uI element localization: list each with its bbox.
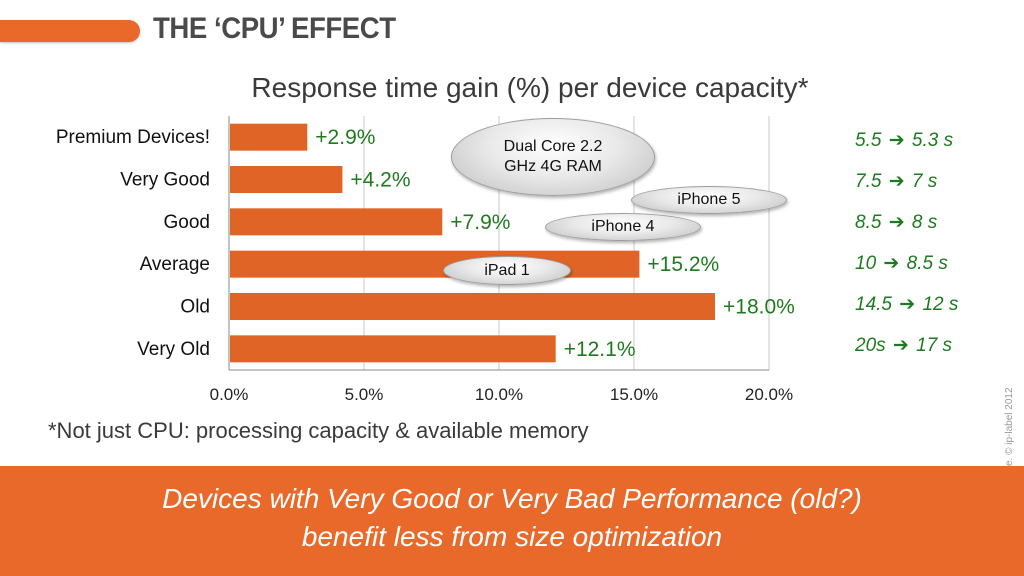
- category-label: Very Old: [137, 339, 210, 360]
- bar: [230, 208, 443, 236]
- response-time-from: 14.5: [855, 294, 892, 315]
- response-time-list: 5.5 ➔ 5.3 s 7.5 ➔ 7 s 8.5 ➔ 8 s 10 ➔ 8.5…: [855, 120, 1005, 360]
- annotation-dual-core-line-1: Dual Core 2.2: [503, 138, 603, 155]
- response-time-to: 8.5 s: [906, 253, 948, 274]
- x-tick-label: 5.0%: [345, 385, 384, 404]
- category-label: Good: [164, 212, 210, 233]
- response-time-old: 14.5 ➔ 12 s: [855, 293, 958, 323]
- banner-line-2: benefit less from size optimization: [301, 521, 723, 552]
- x-tick-label: 15.0%: [610, 385, 658, 404]
- response-time-from: 20s: [855, 335, 886, 356]
- response-time-from: 5.5: [855, 130, 882, 151]
- banner-line-1: Devices with Very Good or Very Bad Perfo…: [162, 483, 862, 514]
- data-label: +18.0%: [723, 296, 795, 319]
- annotation-ipad-1-label: iPad 1: [484, 261, 530, 279]
- response-time-from: 10: [855, 253, 877, 274]
- category-label: Old: [180, 297, 210, 318]
- category-label: Very Good: [120, 170, 210, 191]
- response-time-average: 10 ➔ 8.5 s: [855, 252, 948, 282]
- arrow-right-icon: ➔: [883, 253, 900, 274]
- data-label: +15.2%: [647, 253, 719, 276]
- annotation-dual-core-line-2: GHz 4G RAM: [504, 158, 602, 175]
- response-time-from: 7.5: [855, 171, 882, 192]
- bar-chart: 0.0% 5.0% 10.0% 15.0% 20.0% Premium Devices! +…: [56, 116, 795, 404]
- conclusion-banner: Devices with Very Good or Very Bad Perfo…: [0, 466, 1024, 576]
- response-time-good: 8.5 ➔ 8 s: [855, 211, 937, 241]
- slide-title: THE ‘CPU’ EFFECT: [153, 12, 396, 45]
- annotation-dual-core: Dual Core 2.2 GHz 4G RAM: [451, 118, 655, 196]
- bar: [230, 250, 640, 278]
- x-tick-label: 20.0%: [745, 385, 793, 404]
- response-time-to: 12 s: [922, 294, 959, 315]
- response-time-very-good: 7.5 ➔ 7 s: [855, 170, 937, 200]
- copyright-notice: e. © ip-label 2012: [1004, 387, 1015, 466]
- x-tick-label: 0.0%: [210, 385, 249, 404]
- x-tick-label: 10.0%: [475, 385, 523, 404]
- footnote: *Not just CPU: processing capacity & ava…: [48, 418, 589, 443]
- response-time-to: 5.3 s: [911, 130, 954, 151]
- data-label: +7.9%: [450, 211, 510, 234]
- arrow-right-icon: ➔: [888, 212, 905, 233]
- bar: [230, 166, 343, 193]
- response-time-very-old: 20s ➔ 17 s: [855, 334, 952, 364]
- bar: [230, 123, 308, 151]
- bar: [230, 293, 715, 320]
- annotation-iphone-5: iPhone 5: [631, 186, 787, 214]
- arrow-right-icon: ➔: [899, 294, 916, 315]
- arrow-right-icon: ➔: [888, 171, 905, 192]
- data-label: +2.9%: [315, 126, 375, 149]
- response-time-to: 8 s: [911, 212, 938, 233]
- title-accent-bar: [0, 20, 140, 42]
- arrow-right-icon: ➔: [892, 335, 909, 356]
- annotation-iphone-5-label: iPhone 5: [677, 191, 741, 208]
- data-label: +12.1%: [564, 338, 636, 361]
- category-label: Premium Devices!: [56, 127, 210, 148]
- chart-title: Response time gain (%) per device capaci…: [251, 72, 809, 103]
- response-time-from: 8.5: [855, 212, 882, 233]
- data-label: +4.2%: [350, 169, 410, 192]
- annotation-iphone-4: iPhone 4: [545, 213, 701, 241]
- bar: [230, 335, 556, 363]
- arrow-right-icon: ➔: [888, 130, 905, 151]
- annotation-ipad-1: iPad 1: [443, 256, 571, 285]
- annotation-iphone-4-label: iPhone 4: [591, 218, 655, 235]
- response-time-premium: 5.5 ➔ 5.3 s: [855, 129, 953, 159]
- response-time-to: 17 s: [916, 335, 953, 356]
- response-time-to: 7 s: [911, 171, 938, 192]
- category-label: Average: [140, 254, 210, 275]
